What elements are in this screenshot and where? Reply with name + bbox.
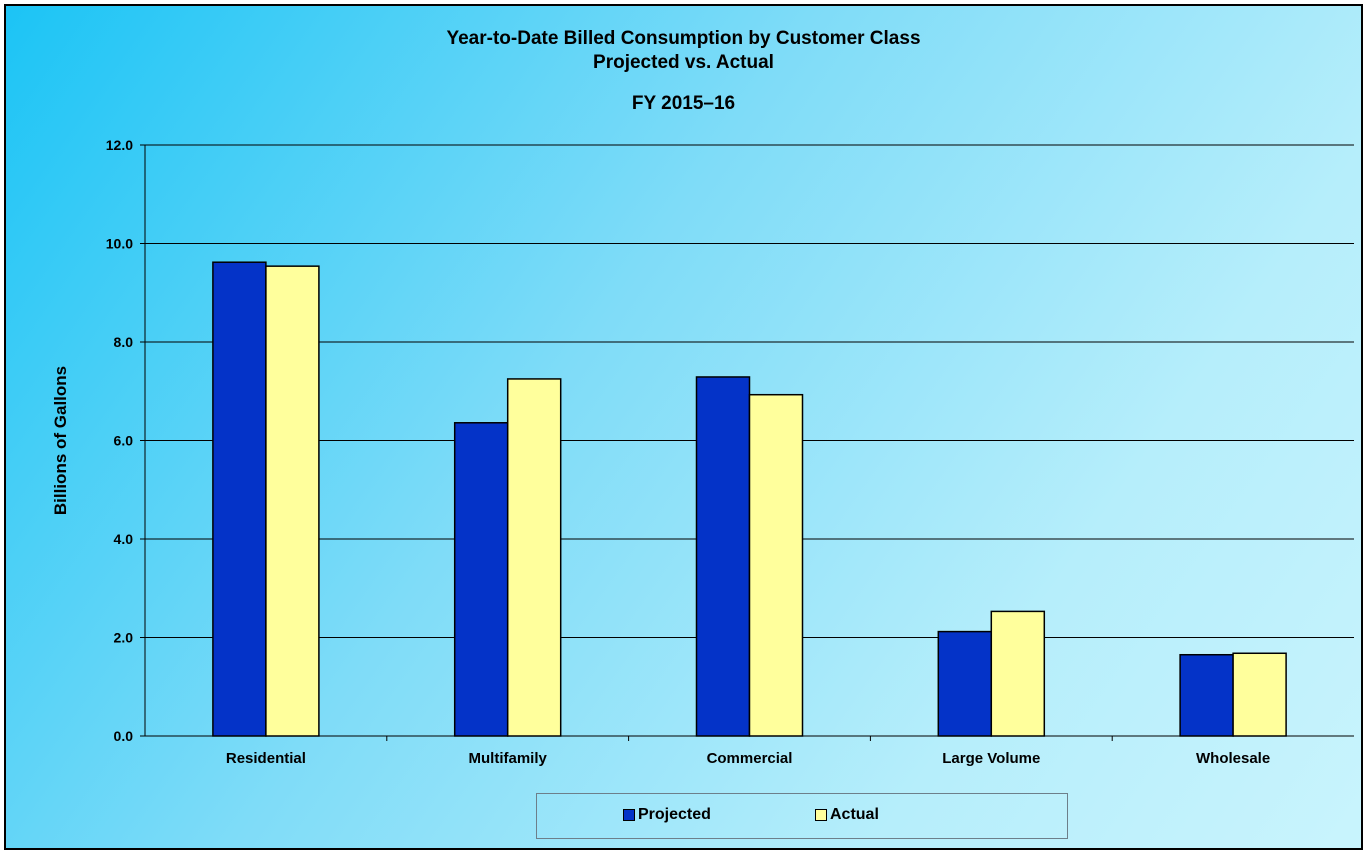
legend-label-actual: Actual: [830, 806, 879, 823]
legend-swatch-projected: [623, 809, 635, 821]
x-tick-label: Wholesale: [1196, 750, 1270, 767]
legend: Projected Actual: [536, 793, 1068, 839]
bar-projected-wholesale: [1179, 653, 1234, 737]
y-axis-label: Billions of Gallons: [51, 366, 70, 515]
bar-actual-residential: [265, 265, 320, 737]
bar-actual-commercial: [748, 393, 804, 737]
bar-projected-multifamily: [453, 422, 509, 737]
bar-actual-large-volume: [990, 610, 1046, 737]
bar-projected-commercial: [695, 376, 751, 737]
x-tick-label: Large Volume: [942, 750, 1040, 767]
y-tick-label: 0.0: [114, 728, 134, 744]
legend-item-actual: Actual: [815, 806, 879, 824]
chart-subtitle: Projected vs. Actual: [593, 52, 774, 73]
y-tick-label: 4.0: [114, 531, 134, 547]
y-tick-label: 12.0: [106, 137, 133, 153]
y-tick-label: 10.0: [106, 236, 133, 252]
bar-chart: 0.0 2.0 4.0 6.0 8.0 10.0 12.0 Billions of Gallo…: [51, 137, 1354, 767]
chart-title: Year-to-Date Billed Consumption by Custo…: [446, 28, 921, 49]
bar-projected-large-volume: [937, 630, 993, 737]
x-tick-label: Commercial: [707, 750, 793, 767]
y-tick-label: 6.0: [114, 433, 134, 449]
legend-swatch-actual: [815, 809, 827, 821]
chart-fiscal-year: FY 2015–16: [631, 93, 736, 114]
x-tick-label: Residential: [226, 750, 306, 767]
chart-frame: Year-to-Date Billed Consumption by Custo…: [4, 4, 1363, 850]
bar-projected-residential: [212, 261, 267, 737]
legend-label-projected: Projected: [638, 806, 711, 823]
bar-actual-wholesale: [1232, 652, 1287, 737]
legend-item-projected: Projected: [623, 806, 711, 824]
x-tick-label: Multifamily: [469, 750, 548, 767]
y-tick-label: 2.0: [114, 630, 134, 646]
y-tick-label: 8.0: [114, 334, 134, 350]
bar-actual-multifamily: [506, 378, 562, 737]
